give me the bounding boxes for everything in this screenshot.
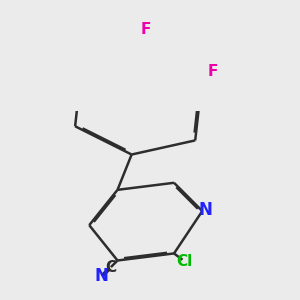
Text: F: F xyxy=(208,64,218,79)
Text: F: F xyxy=(141,22,151,37)
Text: Cl: Cl xyxy=(176,254,193,269)
Text: N: N xyxy=(95,267,109,285)
Text: C: C xyxy=(105,260,116,274)
Text: N: N xyxy=(199,201,212,219)
